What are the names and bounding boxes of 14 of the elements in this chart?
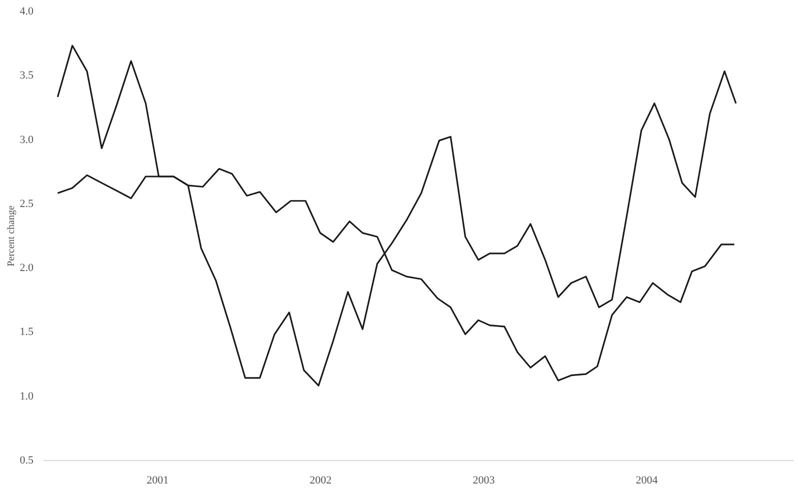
y-tick-label: 3.5 bbox=[20, 70, 34, 82]
x-tick-label: 2003 bbox=[472, 474, 496, 486]
y-tick-label: 3.0 bbox=[20, 134, 34, 146]
line-series bbox=[56, 44, 737, 386]
y-tick-label: 2.0 bbox=[20, 262, 34, 274]
y-tick-label: 4.0 bbox=[20, 6, 34, 18]
y-tick-label: 2.5 bbox=[20, 198, 34, 210]
y-axis-title: Percent change bbox=[6, 205, 17, 266]
x-tick-label: 2004 bbox=[636, 474, 658, 486]
y-tick-label: 1.0 bbox=[20, 390, 34, 402]
x-tick-label: 2002 bbox=[310, 474, 332, 486]
x-tick-label: 2001 bbox=[146, 474, 169, 486]
y-tick-label: 0.5 bbox=[20, 454, 34, 466]
y-tick-label: 1.5 bbox=[20, 326, 34, 338]
